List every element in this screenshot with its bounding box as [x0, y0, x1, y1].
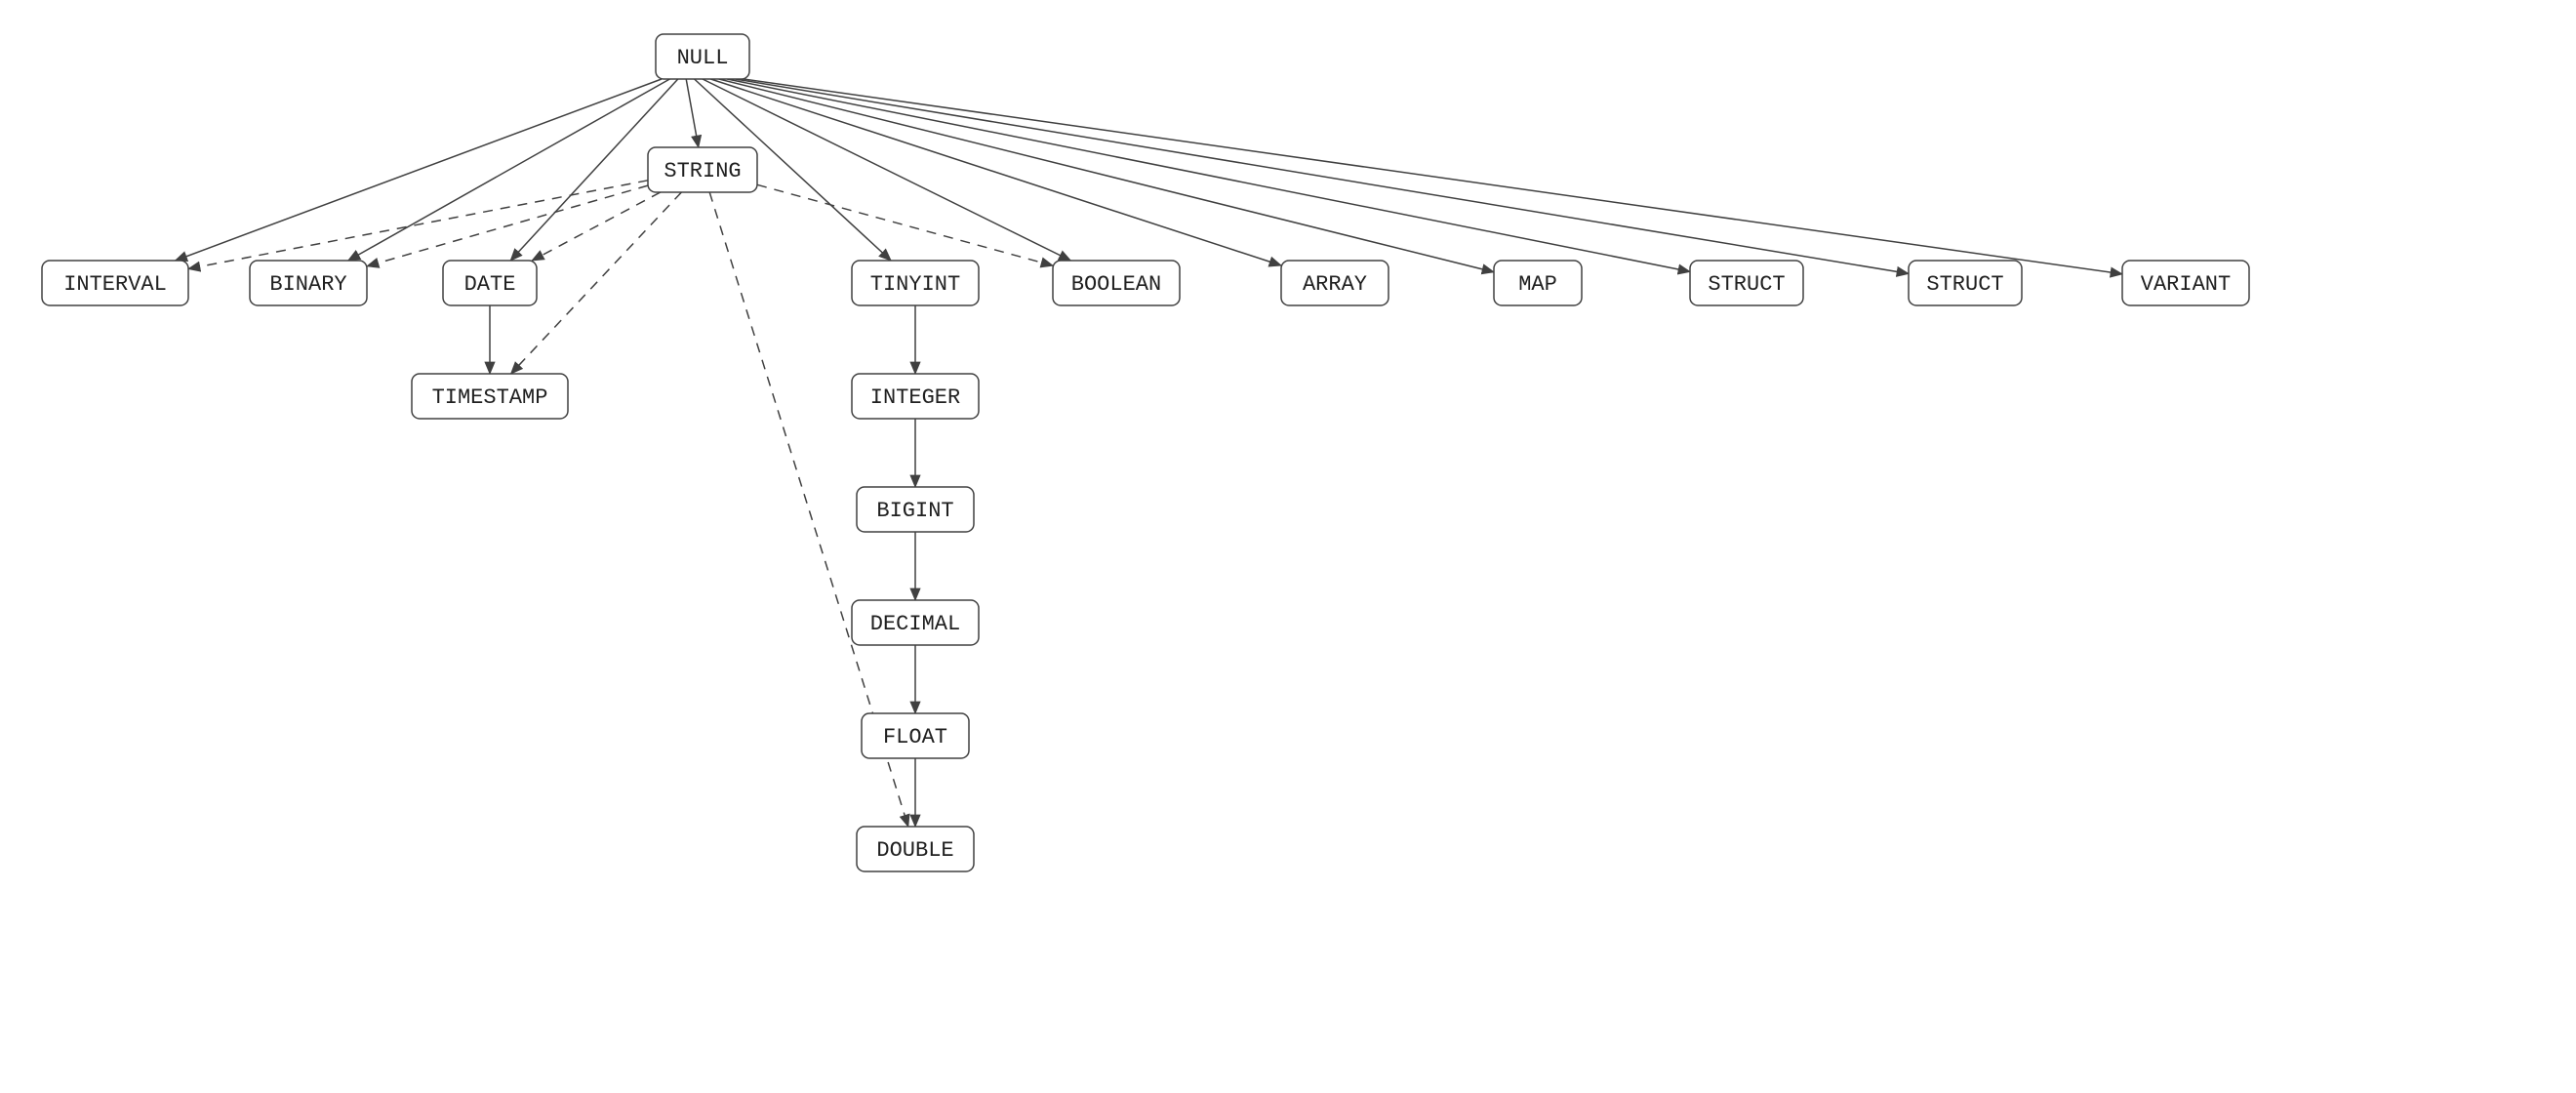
node-label: INTEGER: [870, 385, 960, 410]
node-integer: INTEGER: [852, 374, 979, 419]
edge-string-to-interval: [188, 181, 648, 269]
node-boolean: BOOLEAN: [1053, 261, 1180, 305]
edge-null-to-interval: [176, 79, 662, 261]
node-array: ARRAY: [1281, 261, 1389, 305]
edge-string-to-boolean: [757, 184, 1053, 265]
node-label: BOOLEAN: [1071, 272, 1161, 297]
edge-null-to-map: [719, 79, 1494, 272]
node-binary: BINARY: [250, 261, 367, 305]
node-label: DATE: [464, 272, 516, 297]
node-label: STRUCT: [1926, 272, 2003, 297]
edges: [176, 79, 2122, 827]
node-label: FLOAT: [883, 725, 947, 749]
type-hierarchy-diagram: NULL STRING INTERVAL BINARY DATE TINYINT BOOLE…: [0, 0, 2576, 1093]
node-tinyint: TINYINT: [852, 261, 979, 305]
node-label: ARRAY: [1303, 272, 1367, 297]
node-label: STRING: [664, 159, 741, 183]
edge-null-to-variant: [744, 79, 2122, 274]
edge-string-to-date: [532, 192, 661, 261]
edge-null-to-binary: [348, 79, 670, 261]
node-decimal: DECIMAL: [852, 600, 979, 645]
node-label: VARIANT: [2141, 272, 2231, 297]
node-struct1: STRUCT: [1690, 261, 1803, 305]
node-struct2: STRUCT: [1909, 261, 2022, 305]
node-label: TIMESTAMP: [432, 385, 548, 410]
node-label: DOUBLE: [876, 838, 953, 863]
node-map: MAP: [1494, 261, 1582, 305]
node-label: TINYINT: [870, 272, 960, 297]
node-date: DATE: [443, 261, 537, 305]
edge-null-to-string: [686, 79, 699, 147]
node-label: BINARY: [269, 272, 346, 297]
node-label: MAP: [1518, 272, 1557, 297]
node-label: BIGINT: [876, 499, 953, 523]
node-label: NULL: [677, 46, 729, 70]
node-string: STRING: [648, 147, 757, 192]
node-label: INTERVAL: [63, 272, 167, 297]
node-timestamp: TIMESTAMP: [412, 374, 568, 419]
node-label: STRUCT: [1708, 272, 1785, 297]
node-float: FLOAT: [862, 713, 969, 758]
node-interval: INTERVAL: [42, 261, 188, 305]
node-double: DOUBLE: [857, 827, 974, 871]
node-variant: VARIANT: [2122, 261, 2249, 305]
node-null: NULL: [656, 34, 749, 79]
edge-null-to-struct2: [736, 79, 1909, 273]
node-label: DECIMAL: [870, 612, 960, 636]
node-bigint: BIGINT: [857, 487, 974, 532]
nodes: NULL STRING INTERVAL BINARY DATE TINYINT BOOLE…: [42, 34, 2249, 871]
